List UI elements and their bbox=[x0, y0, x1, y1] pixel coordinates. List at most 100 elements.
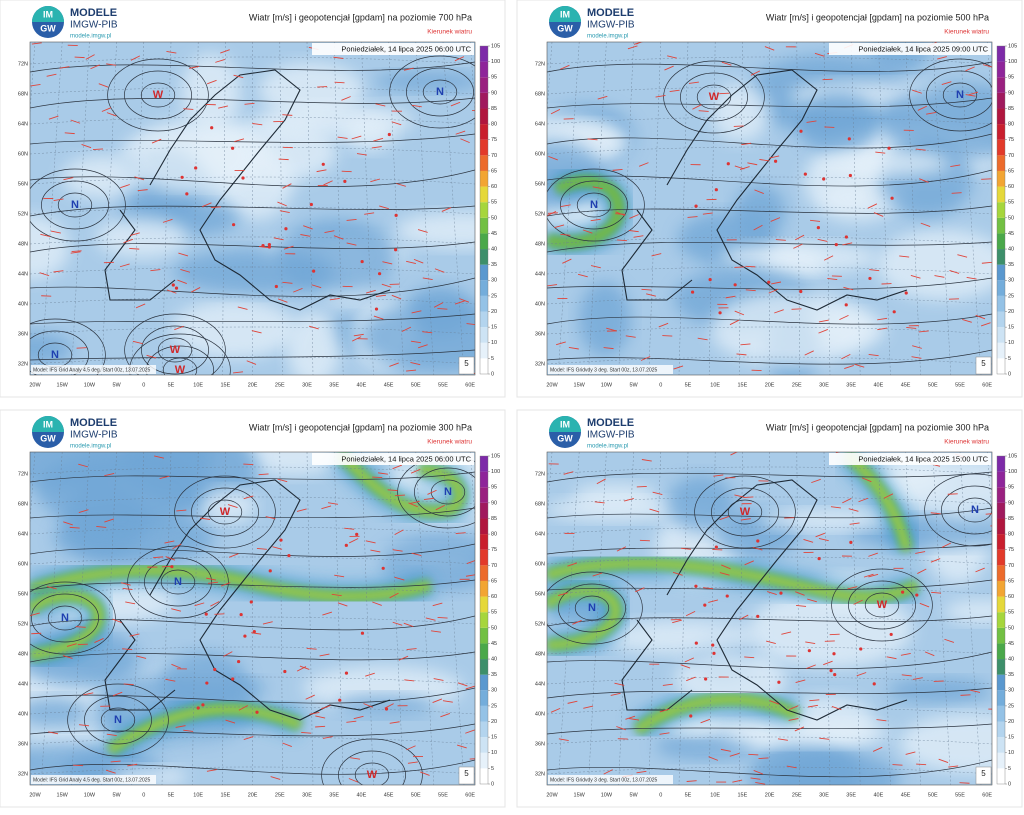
latitude-label: 32N bbox=[535, 771, 545, 777]
colorbar-segment bbox=[480, 722, 488, 738]
longitude-label: 20W bbox=[29, 382, 41, 388]
colorbar-label: 40 bbox=[491, 657, 497, 663]
latitude-label: 48N bbox=[535, 651, 545, 657]
city bbox=[689, 714, 692, 717]
longitude-label: 10E bbox=[193, 792, 203, 798]
city bbox=[170, 565, 173, 568]
colorbar-segment bbox=[480, 77, 488, 93]
colorbar-label: 95 bbox=[1008, 485, 1014, 491]
pressure-center: N bbox=[114, 714, 122, 726]
footer: Model: IFS Gridvdy 3 deg. Start 00z, 13.… bbox=[550, 777, 658, 783]
legend-note: Kierunek wiatru bbox=[944, 439, 989, 446]
colorbar-label: 25 bbox=[491, 293, 497, 299]
city bbox=[868, 277, 871, 280]
city bbox=[715, 188, 718, 191]
wind-barb bbox=[745, 266, 755, 267]
colorbar-label: 60 bbox=[1008, 184, 1014, 190]
city bbox=[279, 538, 282, 541]
colorbar-label: 25 bbox=[491, 703, 497, 709]
longitude-label: 25E bbox=[792, 792, 802, 798]
longitude-label: 0 bbox=[142, 382, 145, 388]
longitude-label: 30E bbox=[302, 382, 312, 388]
longitude-label: 40E bbox=[357, 792, 367, 798]
city bbox=[355, 533, 358, 536]
longitude-label: 60E bbox=[982, 382, 992, 388]
colorbar-label: 0 bbox=[491, 781, 494, 787]
city bbox=[345, 672, 348, 675]
longitude-label: 35E bbox=[329, 382, 339, 388]
city bbox=[375, 307, 378, 310]
latitude-label: 72N bbox=[535, 471, 545, 477]
footer: Model: IFS Grid Analy 4.5 deg. Start 00z… bbox=[33, 777, 151, 783]
colorbar-segment bbox=[480, 249, 488, 265]
city bbox=[833, 673, 836, 676]
colorbar-label: 30 bbox=[491, 278, 497, 284]
city bbox=[804, 172, 807, 175]
pressure-center: W bbox=[170, 344, 181, 356]
pressure-center: N bbox=[956, 89, 964, 101]
colorbar-segment bbox=[480, 327, 488, 343]
wind-field bbox=[726, 721, 892, 746]
longitude-label: 35E bbox=[846, 792, 856, 798]
colorbar-segment bbox=[480, 233, 488, 249]
longitude-label: 5E bbox=[685, 382, 692, 388]
city bbox=[808, 649, 811, 652]
city bbox=[915, 593, 918, 596]
city bbox=[849, 174, 852, 177]
timestamp: Poniedziałek, 14 lipca 2025 06:00 UTC bbox=[341, 44, 471, 53]
city bbox=[269, 569, 272, 572]
colorbar-label: 65 bbox=[1008, 578, 1014, 584]
longitude-label: 15E bbox=[221, 792, 231, 798]
colorbar-label: 95 bbox=[491, 75, 497, 81]
colorbar-label: 85 bbox=[491, 516, 497, 522]
colorbar-segment bbox=[480, 487, 488, 503]
colorbar-segment bbox=[997, 612, 1005, 628]
longitude-label: 20E bbox=[765, 792, 775, 798]
logo-url: modele.imgw.pl bbox=[587, 34, 628, 40]
colorbar-segment bbox=[997, 312, 1005, 328]
latitude-label: 60N bbox=[18, 151, 28, 157]
pressure-center: W bbox=[175, 364, 186, 376]
city bbox=[175, 287, 178, 290]
colorbar-segment bbox=[997, 233, 1005, 249]
colorbar-segment bbox=[997, 456, 1005, 472]
colorbar-segment bbox=[480, 581, 488, 597]
colorbar-label: 10 bbox=[491, 750, 497, 756]
latitude-label: 44N bbox=[18, 681, 28, 687]
latitude-label: 52N bbox=[18, 211, 28, 217]
colorbar-segment bbox=[997, 675, 1005, 691]
colorbar-segment bbox=[997, 46, 1005, 62]
longitude-label: 25E bbox=[792, 382, 802, 388]
colorbar-segment bbox=[480, 503, 488, 519]
pressure-center: N bbox=[51, 349, 59, 361]
colorbar-segment bbox=[480, 628, 488, 644]
legend-note: Kierunek wiatru bbox=[427, 29, 472, 36]
latitude-label: 68N bbox=[535, 91, 545, 97]
wind-barb bbox=[279, 159, 289, 160]
colorbar-label: 0 bbox=[1008, 781, 1011, 787]
pressure-center: W bbox=[220, 506, 231, 518]
timestamp: Poniedziałek, 14 lipca 2025 15:00 UTC bbox=[858, 454, 988, 463]
latitude-label: 44N bbox=[535, 271, 545, 277]
colorbar-label: 85 bbox=[491, 106, 497, 112]
map-title: Wiatr [m/s] i geopotencjał [gpdam] na po… bbox=[249, 12, 472, 22]
legend-note: Kierunek wiatru bbox=[944, 29, 989, 36]
timestamp: Poniedziałek, 14 lipca 2025 09:00 UTC bbox=[858, 44, 988, 53]
colorbar-label: 15 bbox=[491, 325, 497, 331]
colorbar-label: 20 bbox=[1008, 309, 1014, 315]
colorbar-segment bbox=[480, 202, 488, 218]
colorbar-label: 10 bbox=[491, 340, 497, 346]
colorbar-label: 15 bbox=[491, 735, 497, 741]
latitude-label: 32N bbox=[535, 361, 545, 367]
city bbox=[829, 669, 832, 672]
colorbar-segment bbox=[480, 565, 488, 581]
logo-url: modele.imgw.pl bbox=[70, 444, 111, 450]
city bbox=[835, 243, 838, 246]
wind-field bbox=[799, 92, 878, 155]
longitude-label: 10W bbox=[84, 792, 96, 798]
wind-field bbox=[823, 183, 873, 210]
colorbar-label: 50 bbox=[1008, 215, 1014, 221]
colorbar-segment bbox=[480, 296, 488, 312]
